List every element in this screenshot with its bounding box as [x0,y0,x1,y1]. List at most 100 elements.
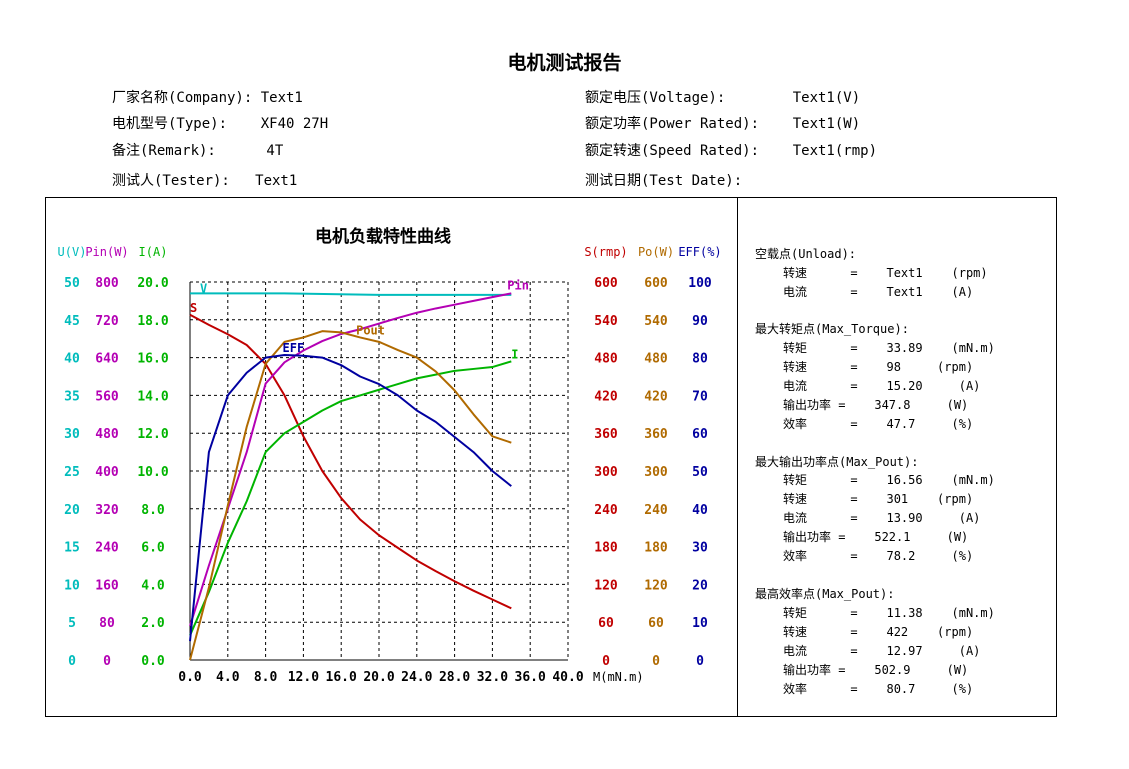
tick-label-eff: 0 [696,654,704,669]
load-characteristic-chart: U(V)50454035302520151050Pin(W)8007206405… [58,226,722,685]
tick-label-po: 120 [644,578,668,593]
x-tick-label: 28.0 [439,670,470,685]
maxpout-eff: 效率 = 78.2 (%) [783,549,974,563]
tick-label-eff: 20 [692,578,708,593]
unload-current: 电流 = Text1 (A) [783,285,974,299]
tick-label-i: 14.0 [137,389,168,404]
tick-label-i: 6.0 [141,541,165,556]
tick-label-i: 10.0 [137,465,168,480]
series-label-i: I [511,347,518,361]
power-info: 额定功率(Power Rated): Text1(W) [585,116,861,132]
tick-label-i: 16.0 [137,352,168,367]
x-axis-label: M(mN.m) [593,670,644,684]
series-label-s: S [190,301,197,315]
tick-label-u: 5 [68,616,76,631]
axis-header-pin: Pin(W) [85,245,128,259]
tick-label-u: 45 [64,314,80,329]
tick-label-s: 540 [594,314,618,329]
maxeff-torque: 转矩 = 11.38 (mN.m) [783,606,995,620]
tick-label-pin: 480 [95,427,119,442]
x-tick-label: 36.0 [515,670,546,685]
maxeff-title: 最高效率点(Max_Pout): [755,587,895,601]
tick-label-i: 12.0 [137,427,168,442]
tick-label-s: 0 [602,654,610,669]
report-frame [45,197,1057,717]
tick-label-eff: 10 [692,616,708,631]
tick-label-pin: 800 [95,276,119,291]
tick-label-eff: 40 [692,503,708,518]
maxtorque-torque: 转矩 = 33.89 (mN.m) [783,341,995,355]
panel-divider [737,197,738,717]
tick-label-s: 360 [594,427,618,442]
maxpout-title: 最大输出功率点(Max_Pout): [755,455,919,469]
series-line-pout [189,330,512,661]
speed-info: 额定转速(Speed Rated): Text1(rmp) [585,143,878,159]
tick-label-u: 30 [64,427,80,442]
maxeff-power: 输出功率 = 502.9 (W) [783,663,969,677]
axis-header-i: I(A) [139,245,168,259]
x-tick-label: 12.0 [288,670,319,685]
maxtorque-title: 最大转矩点(Max_Torque): [755,322,909,336]
x-tick-label: 40.0 [552,670,583,685]
series-line-v [190,292,512,296]
x-tick-label: 0.0 [178,670,202,685]
tick-label-po: 240 [644,503,668,518]
tick-label-s: 300 [594,465,618,480]
tick-label-po: 420 [644,389,668,404]
series-line-i [189,360,512,636]
maxeff-eff: 效率 = 80.7 (%) [783,682,974,696]
maxpout-speed: 转速 = 301 (rpm) [783,492,974,506]
tick-label-u: 50 [64,276,80,291]
series-label-v: V [200,281,207,295]
tick-label-i: 2.0 [141,616,165,631]
tick-label-i: 4.0 [141,578,165,593]
tick-label-i: 18.0 [137,314,168,329]
tick-label-pin: 640 [95,352,119,367]
company-info: 厂家名称(Company): Text1 [112,90,303,106]
tick-label-pin: 240 [95,541,119,556]
maxpout-power: 输出功率 = 522.1 (W) [783,530,969,544]
axis-header-u: U(V) [58,245,87,259]
tick-label-u: 10 [64,578,80,593]
tick-label-pin: 80 [99,616,115,631]
maxpout-current: 电流 = 13.90 (A) [783,511,981,525]
x-tick-label: 24.0 [401,670,432,685]
tick-label-po: 180 [644,541,668,556]
tick-label-i: 0.0 [141,654,165,669]
tick-label-pin: 400 [95,465,119,480]
tick-label-u: 40 [64,352,80,367]
remark-info: 备注(Remark): 4T [112,143,284,159]
x-tick-label: 20.0 [363,670,394,685]
tick-label-po: 360 [644,427,668,442]
tick-label-eff: 90 [692,314,708,329]
tick-label-eff: 60 [692,427,708,442]
tick-label-u: 35 [64,389,80,404]
tick-label-s: 180 [594,541,618,556]
axis-header-s: S(rmp) [584,245,627,259]
tick-label-po: 540 [644,314,668,329]
tick-label-eff: 30 [692,541,708,556]
tick-label-u: 20 [64,503,80,518]
maxtorque-current: 电流 = 15.20 (A) [783,379,981,393]
tick-label-s: 120 [594,578,618,593]
x-tick-label: 16.0 [326,670,357,685]
tick-label-eff: 50 [692,465,708,480]
tick-label-pin: 160 [95,578,119,593]
tick-label-po: 0 [652,654,660,669]
maxeff-speed: 转速 = 422 (rpm) [783,625,974,639]
series-label-pin: Pin [507,278,529,292]
tick-label-s: 240 [594,503,618,518]
tick-label-po: 480 [644,352,668,367]
tick-label-po: 60 [648,616,664,631]
tick-label-s: 600 [594,276,618,291]
tick-label-pin: 560 [95,389,119,404]
tick-label-eff: 100 [688,276,712,291]
voltage-info: 额定电压(Voltage): Text1(V) [585,90,861,106]
tick-label-u: 15 [64,541,80,556]
axis-header-po: Po(W) [638,245,674,259]
x-tick-label: 4.0 [216,670,240,685]
tick-label-s: 480 [594,352,618,367]
tick-label-pin: 0 [103,654,111,669]
series-line-pin [189,292,512,627]
series-line-s [189,313,512,610]
